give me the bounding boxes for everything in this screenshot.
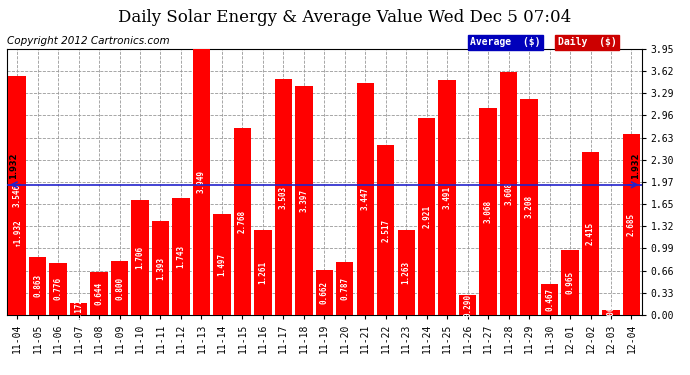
Text: 2.921: 2.921	[422, 205, 431, 228]
Bar	[254, 230, 272, 315]
Bar	[152, 221, 169, 315]
Bar	[602, 310, 620, 315]
Text: 1.261: 1.261	[258, 261, 267, 284]
Bar	[357, 82, 374, 315]
Text: 2.415: 2.415	[586, 222, 595, 245]
Text: Copyright 2012 Cartronics.com: Copyright 2012 Cartronics.com	[7, 36, 170, 46]
Text: 0.800: 0.800	[115, 276, 124, 300]
Text: ↑1.932: ↑1.932	[12, 219, 21, 246]
Text: 1.263: 1.263	[402, 261, 411, 284]
Text: 2.685: 2.685	[627, 213, 636, 236]
Bar	[397, 230, 415, 315]
Bar	[336, 262, 353, 315]
Text: 2.517: 2.517	[382, 219, 391, 242]
Text: 1.497: 1.497	[217, 253, 226, 276]
Bar	[418, 118, 435, 315]
Text: 3.546: 3.546	[12, 184, 21, 207]
Text: 0.965: 0.965	[566, 271, 575, 294]
Bar	[234, 128, 251, 315]
Bar	[295, 86, 313, 315]
Bar	[193, 49, 210, 315]
Bar	[111, 261, 128, 315]
Text: 0.172: 0.172	[74, 298, 83, 321]
Bar	[50, 263, 67, 315]
Bar	[480, 108, 497, 315]
Text: 0.662: 0.662	[319, 281, 329, 304]
Bar	[8, 76, 26, 315]
Text: 0.069: 0.069	[607, 301, 615, 324]
Text: 1.393: 1.393	[156, 256, 165, 280]
Text: 0.863: 0.863	[33, 274, 42, 297]
Bar	[459, 296, 476, 315]
Text: 3.491: 3.491	[443, 186, 452, 209]
Text: 1.932: 1.932	[631, 153, 640, 179]
Bar	[213, 214, 230, 315]
Bar	[131, 200, 149, 315]
Bar	[377, 146, 395, 315]
Bar	[541, 284, 558, 315]
Bar	[562, 250, 579, 315]
Text: Daily Solar Energy & Average Value Wed Dec 5 07:04: Daily Solar Energy & Average Value Wed D…	[119, 9, 571, 26]
Text: 3.397: 3.397	[299, 189, 308, 212]
Bar	[70, 303, 87, 315]
Text: 1.706: 1.706	[135, 246, 144, 269]
Text: 3.068: 3.068	[484, 200, 493, 223]
Text: 3.208: 3.208	[524, 195, 533, 219]
Text: 0.644: 0.644	[95, 282, 103, 305]
Bar	[275, 79, 292, 315]
Bar	[315, 270, 333, 315]
Text: 0.290: 0.290	[463, 294, 472, 317]
Bar	[520, 99, 538, 315]
Text: Average  ($): Average ($)	[471, 38, 541, 47]
Bar	[582, 152, 599, 315]
Bar	[29, 257, 46, 315]
Bar	[500, 72, 518, 315]
Text: Daily  ($): Daily ($)	[558, 38, 617, 47]
Text: 0.776: 0.776	[54, 277, 63, 300]
Text: 2.768: 2.768	[238, 210, 247, 233]
Text: 3.447: 3.447	[361, 187, 370, 210]
Text: 0.787: 0.787	[340, 277, 349, 300]
Bar	[90, 272, 108, 315]
Bar	[623, 134, 640, 315]
Text: 1.743: 1.743	[177, 245, 186, 268]
Text: 1.932: 1.932	[8, 153, 17, 179]
Text: 3.949: 3.949	[197, 170, 206, 194]
Text: 0.467: 0.467	[545, 288, 554, 311]
Bar	[172, 198, 190, 315]
Text: 3.503: 3.503	[279, 185, 288, 209]
Text: 3.608: 3.608	[504, 182, 513, 205]
Bar	[438, 80, 456, 315]
